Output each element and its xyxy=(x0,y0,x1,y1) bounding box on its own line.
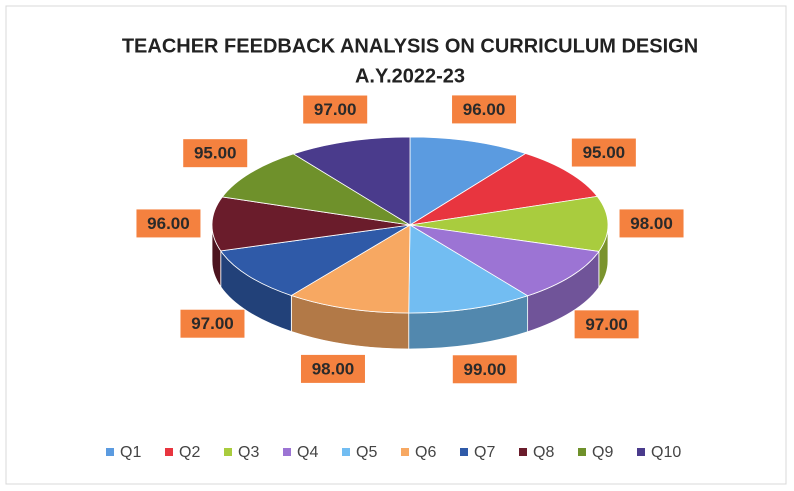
data-label: 98.00 xyxy=(630,214,673,233)
data-label: 96.00 xyxy=(147,214,190,233)
legend-swatch xyxy=(637,448,645,456)
legend-label: Q9 xyxy=(592,444,613,461)
slice xyxy=(409,224,600,297)
data-label-box xyxy=(300,354,365,383)
slice xyxy=(292,136,411,226)
legend-label: Q10 xyxy=(651,444,681,461)
legend-swatch xyxy=(106,448,114,456)
legend-label: Q3 xyxy=(238,444,259,461)
data-label-box xyxy=(452,95,517,124)
legend-swatch xyxy=(460,448,468,456)
data-label-box xyxy=(136,209,201,238)
slice xyxy=(409,153,598,226)
slice xyxy=(221,153,411,226)
legend-swatch xyxy=(342,448,350,456)
chart-subtitle: A.Y.2022-23 xyxy=(355,65,465,87)
data-label-box xyxy=(303,95,368,124)
data-label: 98.00 xyxy=(312,359,355,378)
legend-swatch xyxy=(224,448,232,456)
legend-swatch xyxy=(165,448,173,456)
slice xyxy=(409,195,609,252)
data-label: 96.00 xyxy=(463,100,506,119)
data-label: 97.00 xyxy=(314,100,357,119)
data-label-box xyxy=(574,310,639,339)
legend-swatch xyxy=(578,448,586,456)
slice xyxy=(408,224,529,314)
legend-label: Q2 xyxy=(179,444,200,461)
slice xyxy=(220,224,411,296)
slice xyxy=(409,136,527,226)
legend-label: Q5 xyxy=(356,444,377,461)
legend-swatch xyxy=(519,448,527,456)
data-label: 97.00 xyxy=(585,315,628,334)
legend-label: Q1 xyxy=(120,444,141,461)
data-label-box xyxy=(180,309,245,338)
chart-title: TEACHER FEEDBACK ANALYSIS ON CURRICULUM … xyxy=(122,35,698,57)
data-label-box xyxy=(571,138,636,167)
slice xyxy=(211,196,411,252)
legend-label: Q8 xyxy=(533,444,554,461)
legend-swatch xyxy=(401,448,409,456)
legend-label: Q6 xyxy=(415,444,436,461)
slice xyxy=(290,224,411,314)
data-label: 99.00 xyxy=(464,360,507,379)
legend-swatch xyxy=(283,448,291,456)
data-label-box xyxy=(183,139,248,168)
data-label-box xyxy=(452,355,517,384)
data-label: 95.00 xyxy=(583,143,626,162)
legend-label: Q7 xyxy=(474,444,495,461)
legend-label: Q4 xyxy=(297,444,318,461)
data-label: 97.00 xyxy=(191,314,234,333)
data-label: 95.00 xyxy=(194,144,237,163)
data-label-box xyxy=(619,209,684,238)
